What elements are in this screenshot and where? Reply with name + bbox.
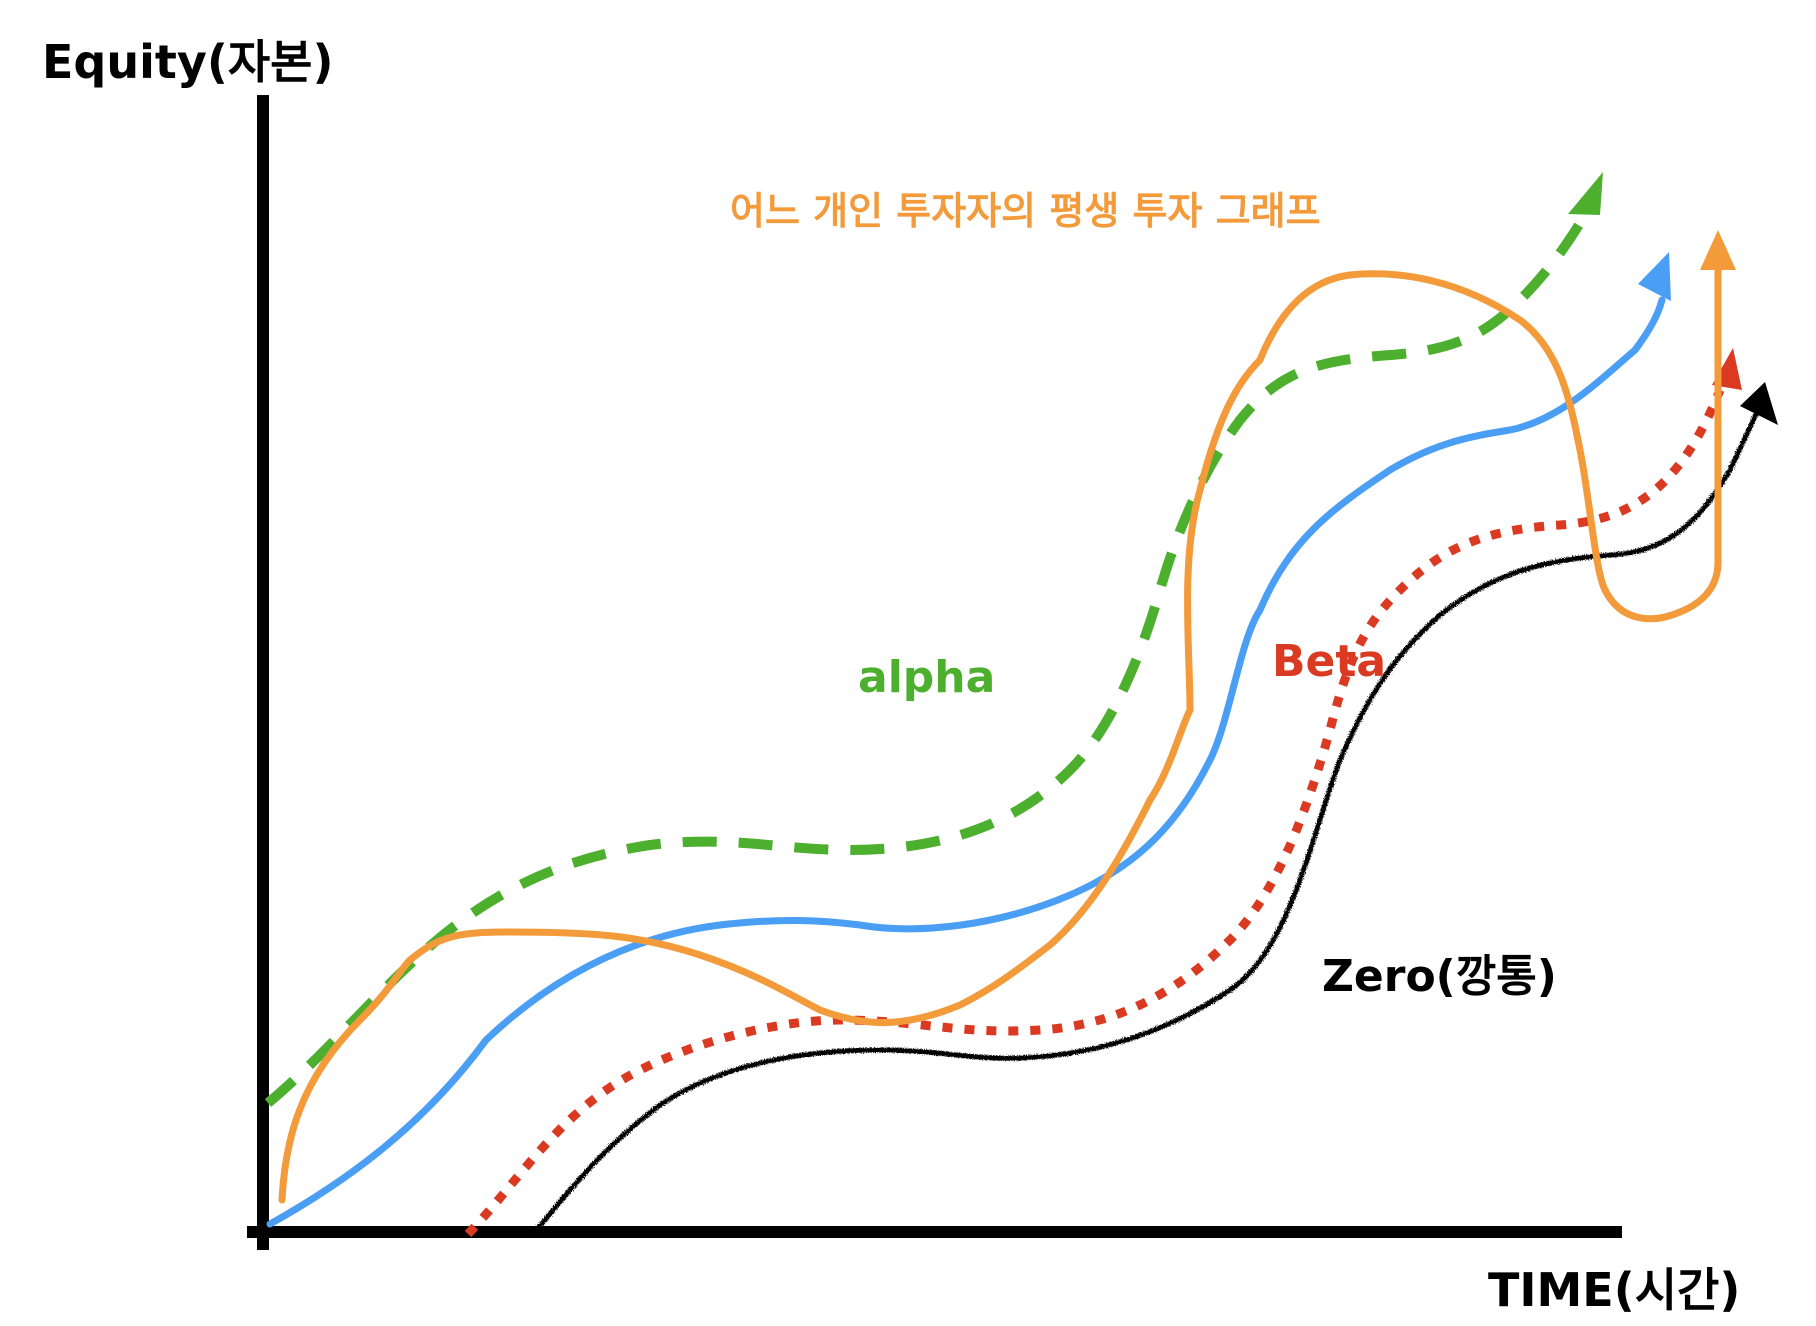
alpha-arrowhead	[1568, 172, 1603, 215]
market-arrowhead	[1638, 252, 1671, 301]
x-axis-label: TIME(시간)	[1488, 1263, 1741, 1317]
zero-label: Zero(깡통)	[1322, 951, 1557, 1002]
beta-label: Beta	[1272, 636, 1387, 687]
market-line	[266, 296, 1666, 1228]
alpha-label: alpha	[858, 652, 996, 703]
beta-line	[464, 388, 1725, 1238]
zero-line	[532, 408, 1761, 1235]
y-axis-label: Equity(자본)	[42, 35, 334, 89]
diagram-title: 어느 개인 투자자의 평생 투자 그래프	[730, 189, 1321, 233]
investor-arrowhead	[1700, 230, 1736, 270]
zero-arrowhead	[1740, 382, 1778, 425]
alpha-line	[264, 212, 1590, 1107]
investor-line	[278, 264, 1722, 1204]
